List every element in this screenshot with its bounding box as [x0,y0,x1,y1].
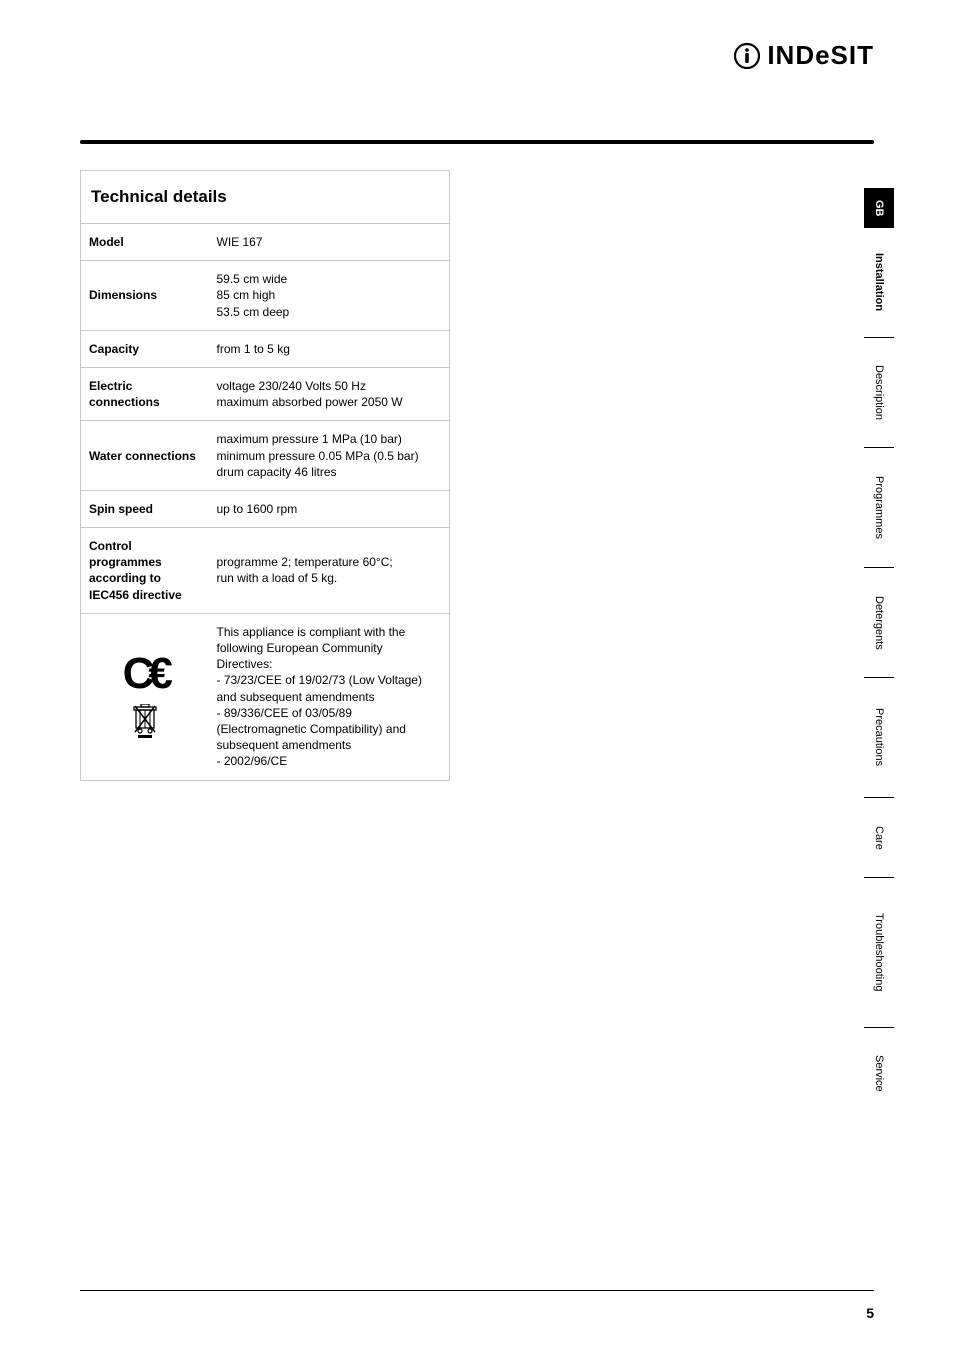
row-value: up to 1600 rpm [209,490,450,527]
row-label: Model [81,224,209,261]
brand-logo: INDeSIT [733,40,874,71]
table-row: Spin speedup to 1600 rpm [81,490,450,527]
table-row: Dimensions59.5 cm wide85 cm high53.5 cm … [81,261,450,331]
page-number: 5 [866,1305,874,1321]
tab-precautions[interactable]: Precautions [864,678,894,798]
row-value: WIE 167 [209,224,450,261]
technical-details-table: ModelWIE 167 Dimensions59.5 cm wide85 cm… [80,223,450,781]
row-value: voltage 230/240 Volts 50 Hzmaximum absor… [209,367,450,420]
row-label: Capacity [81,330,209,367]
table-row: Electric connectionsvoltage 230/240 Volt… [81,367,450,420]
weee-bin-icon [132,704,158,738]
brand-name: INDeSIT [767,40,874,71]
row-value: 59.5 cm wide85 cm high53.5 cm deep [209,261,450,331]
ce-mark-icon: C€ [89,652,201,696]
row-label: Electric connections [81,367,209,420]
row-label: Water connections [81,421,209,491]
side-tabs: GB Installation Description Programmes D… [864,188,894,1118]
bottom-rule [80,1290,874,1291]
tab-detergents[interactable]: Detergents [864,568,894,678]
tab-gb[interactable]: GB [864,188,894,228]
top-rule [80,140,874,144]
row-label: Control programmes according to IEC456 d… [81,528,209,614]
row-value: maximum pressure 1 MPa (10 bar)minimum p… [209,421,450,491]
tab-installation[interactable]: Installation [864,228,894,338]
compliance-text: This appliance is compliant with the fol… [209,613,450,780]
section-title: Technical details [80,170,450,223]
table-row: Water connectionsmaximum pressure 1 MPa … [81,421,450,491]
row-value: programme 2; temperature 60°C;run with a… [209,528,450,614]
tab-programmes[interactable]: Programmes [864,448,894,568]
technical-details-block: Technical details ModelWIE 167 Dimension… [80,170,450,781]
row-label: Spin speed [81,490,209,527]
table-row: Capacityfrom 1 to 5 kg [81,330,450,367]
tab-description[interactable]: Description [864,338,894,448]
compliance-icons: C€ [81,613,209,780]
info-icon [733,42,761,70]
tab-service[interactable]: Service [864,1028,894,1118]
table-row: C€ This appliance [81,613,450,780]
table-row: Control programmes according to IEC456 d… [81,528,450,614]
document-page: INDeSIT Technical details ModelWIE 167 D… [0,0,954,1351]
table-row: ModelWIE 167 [81,224,450,261]
row-value: from 1 to 5 kg [209,330,450,367]
row-label: Dimensions [81,261,209,331]
tab-care[interactable]: Care [864,798,894,878]
tab-troubleshooting[interactable]: Troubleshooting [864,878,894,1028]
